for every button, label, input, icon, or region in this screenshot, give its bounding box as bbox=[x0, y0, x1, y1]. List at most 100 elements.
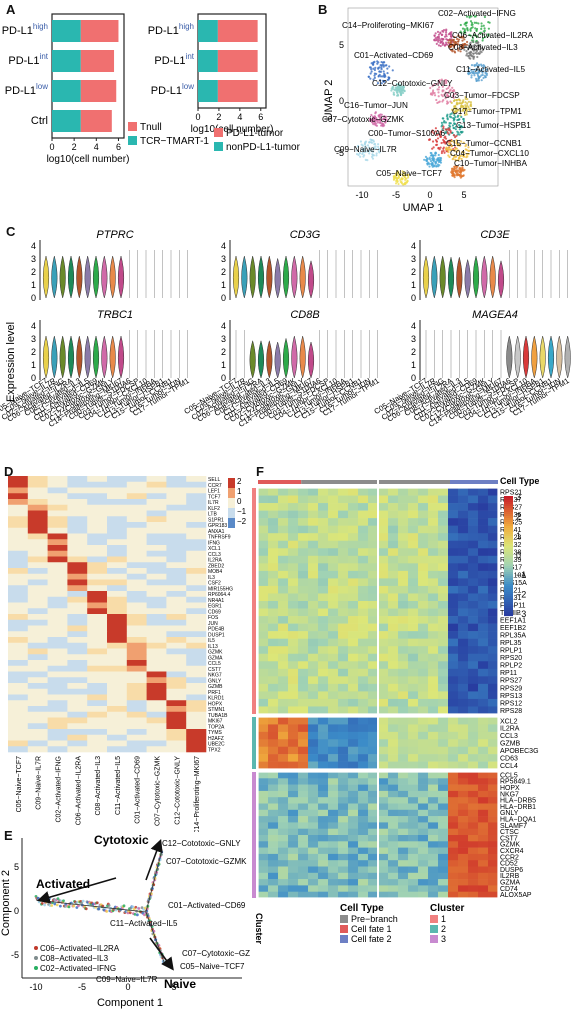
umap-point bbox=[450, 31, 453, 34]
heatmap-cell bbox=[67, 579, 88, 586]
heatmap-cell bbox=[107, 619, 128, 626]
colorbar-segment bbox=[504, 592, 513, 595]
heatmap-cell bbox=[166, 654, 187, 661]
heatmap-cell bbox=[378, 872, 389, 880]
heatmap-cell bbox=[388, 761, 399, 770]
umap-point bbox=[451, 89, 455, 92]
umap-point bbox=[466, 28, 469, 31]
heatmap-cell bbox=[388, 683, 399, 692]
heatmap-cell bbox=[288, 790, 299, 798]
heatmap-cell bbox=[408, 809, 419, 817]
gene-label: LEF1 bbox=[208, 489, 220, 495]
umap-point bbox=[433, 34, 436, 37]
heatmap-cell bbox=[308, 570, 319, 579]
gene-label: NR4A1 bbox=[208, 598, 224, 604]
umap-point bbox=[477, 63, 481, 66]
heatmap-cell bbox=[278, 828, 289, 836]
umap-point bbox=[369, 148, 372, 151]
umap-point bbox=[436, 133, 439, 137]
heatmap-cell bbox=[268, 676, 279, 685]
violin-C01−Activated−CD69 bbox=[472, 255, 480, 299]
heatmap-cell bbox=[87, 562, 108, 569]
heatmap-cell bbox=[378, 525, 389, 534]
colorbar-segment bbox=[504, 516, 513, 519]
heatmap-cell bbox=[186, 729, 207, 736]
umap-point bbox=[449, 140, 452, 143]
heatmap-cell bbox=[338, 772, 349, 779]
heatmap-cell bbox=[126, 700, 147, 707]
heatmap-cell bbox=[488, 676, 499, 685]
heatmap-cell bbox=[338, 638, 349, 647]
heatmap-cell bbox=[358, 853, 369, 861]
heatmap-cell bbox=[448, 761, 459, 770]
heatmap-cell bbox=[338, 797, 349, 804]
umap-point bbox=[465, 109, 468, 112]
heatmap-cell bbox=[67, 608, 88, 615]
heatmap-cell bbox=[298, 797, 309, 804]
umap-point bbox=[450, 153, 453, 156]
gene-label: EEF1A1 bbox=[500, 617, 526, 624]
heatmap-cell bbox=[408, 631, 419, 639]
category-label: PD-L1int bbox=[8, 52, 48, 67]
umap-point bbox=[406, 176, 410, 179]
umap-point bbox=[457, 123, 461, 127]
heatmap-cell bbox=[126, 539, 147, 546]
heatmap-cell bbox=[378, 503, 389, 511]
umap-point bbox=[400, 88, 403, 91]
heatmap-cell bbox=[278, 872, 289, 880]
umap-point bbox=[449, 88, 452, 91]
heatmap-cell bbox=[258, 698, 269, 707]
umap-point bbox=[453, 50, 456, 53]
heatmap-cell bbox=[338, 698, 349, 707]
heatmap-cell bbox=[47, 734, 68, 741]
heatmap-cell bbox=[468, 790, 479, 798]
heatmap-cell bbox=[378, 822, 389, 829]
umap-point bbox=[398, 86, 402, 89]
heatmap-cell bbox=[8, 614, 29, 621]
heatmap-cell bbox=[448, 661, 459, 670]
heatmap-cell bbox=[438, 548, 449, 557]
colorbar-segment bbox=[504, 562, 513, 565]
trajectory-point bbox=[43, 903, 47, 907]
y-tick-label: 2 bbox=[221, 267, 226, 277]
heatmap-cell bbox=[408, 540, 419, 549]
umap-point bbox=[475, 27, 479, 31]
heatmap-cell bbox=[308, 790, 319, 798]
heatmap-cell bbox=[186, 671, 207, 678]
heatmap-cell bbox=[358, 570, 369, 579]
heatmap-cell bbox=[338, 608, 349, 617]
heatmap-cell bbox=[338, 623, 349, 632]
heatmap-cell bbox=[418, 668, 429, 677]
heatmap-cell bbox=[288, 698, 299, 707]
heatmap-cell bbox=[258, 866, 269, 874]
heatmap-cell bbox=[368, 691, 379, 700]
umap-point bbox=[443, 120, 446, 123]
umap-point bbox=[433, 94, 437, 97]
heatmap-cell bbox=[298, 885, 309, 892]
heatmap-cell bbox=[448, 533, 459, 542]
heatmap-cell bbox=[478, 790, 489, 798]
heatmap-cell bbox=[298, 495, 309, 504]
heatmap-cell bbox=[398, 698, 409, 707]
umap-point bbox=[426, 157, 429, 161]
umap-point bbox=[402, 171, 405, 174]
heatmap-cell bbox=[258, 555, 269, 564]
heatmap-cell bbox=[448, 555, 459, 564]
heatmap-cell bbox=[328, 717, 339, 725]
y-tick-label: 1 bbox=[31, 360, 36, 370]
heatmap-cell bbox=[186, 706, 207, 713]
heatmap-cell bbox=[378, 593, 389, 602]
y-axis-label: Component 2 bbox=[0, 870, 12, 936]
y-tick-label: 0 bbox=[221, 293, 226, 303]
legend-title-celltype: Cell Type bbox=[340, 903, 384, 914]
heatmap-cell bbox=[166, 740, 187, 747]
umap-point bbox=[460, 151, 464, 154]
umap-point bbox=[374, 145, 377, 148]
heatmap-cell bbox=[126, 562, 147, 569]
heatmap-cell bbox=[358, 601, 369, 609]
heatmap-cell bbox=[107, 729, 128, 736]
trajectory-point bbox=[137, 907, 141, 910]
heatmap-cell bbox=[288, 866, 299, 874]
heatmap-cell bbox=[328, 601, 339, 609]
umap-point bbox=[435, 165, 438, 168]
